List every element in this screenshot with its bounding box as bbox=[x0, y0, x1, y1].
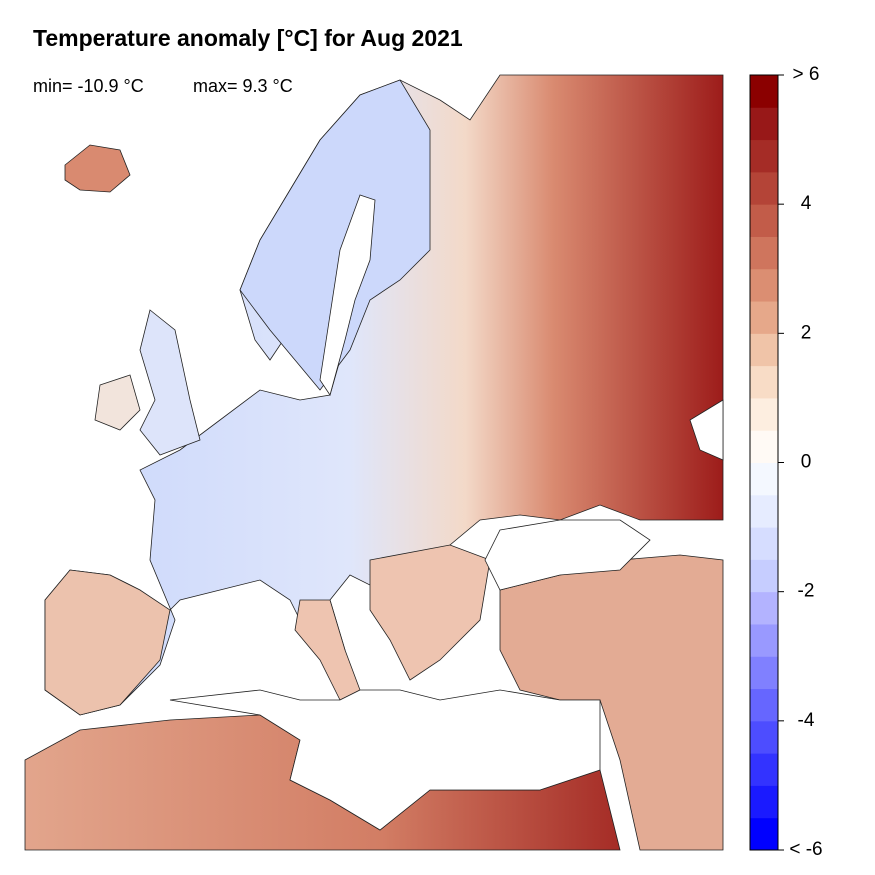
land-ireland bbox=[94, 374, 141, 431]
colorbar-tick-label: -4 bbox=[798, 710, 815, 731]
max-stat: max= 9.3 °C bbox=[193, 76, 293, 96]
colorbar-band bbox=[750, 591, 778, 625]
sea-med bbox=[169, 689, 601, 831]
min-stat: min= -10.9 °C bbox=[33, 76, 144, 96]
colorbar-band bbox=[750, 171, 778, 205]
colorbar-band bbox=[750, 494, 778, 528]
colorbar-band bbox=[750, 236, 778, 270]
colorbar-band bbox=[750, 656, 778, 690]
colorbar-tick-label: 0 bbox=[801, 452, 812, 473]
colorbar-band bbox=[750, 204, 778, 237]
colorbar-band bbox=[750, 75, 778, 108]
colorbar-band bbox=[750, 753, 778, 786]
land-scandinavia bbox=[239, 79, 431, 391]
colorbar-band bbox=[750, 817, 778, 851]
colorbar-band bbox=[750, 527, 778, 560]
colorbar-tick-label: > 6 bbox=[793, 64, 820, 85]
colorbar: > 6 4 2 0 -2 -4 < -6 bbox=[749, 64, 823, 860]
colorbar-band bbox=[750, 623, 778, 657]
colorbar-tick-label: 2 bbox=[801, 322, 812, 343]
map-title: Temperature anomaly [°C] for Aug 2021 bbox=[33, 25, 463, 51]
land-north bbox=[44, 74, 724, 716]
colorbar-band bbox=[750, 365, 778, 399]
colorbar-band bbox=[750, 139, 778, 173]
land-britain bbox=[139, 309, 201, 456]
map bbox=[24, 74, 724, 851]
sea-black bbox=[484, 519, 651, 591]
colorbar-tick-label: -2 bbox=[798, 581, 815, 602]
sea-baltic bbox=[319, 194, 376, 396]
land-iceland bbox=[64, 144, 131, 193]
colorbar-band bbox=[750, 301, 778, 334]
colorbar-band bbox=[750, 268, 778, 302]
land-iberia bbox=[44, 569, 171, 716]
colorbar-band bbox=[750, 397, 778, 431]
colorbar-band bbox=[750, 430, 778, 463]
colorbar-band bbox=[750, 107, 778, 141]
colorbar-tick-label: < -6 bbox=[789, 839, 822, 860]
colorbar-band bbox=[750, 720, 778, 754]
colorbar-band bbox=[750, 688, 778, 722]
colorbar-band bbox=[750, 559, 778, 593]
colorbar-band bbox=[750, 785, 778, 819]
colorbar-band bbox=[750, 333, 778, 367]
sea-caspian bbox=[689, 399, 724, 461]
colorbar-band bbox=[750, 462, 778, 496]
colorbar-tick-label: 4 bbox=[801, 193, 812, 214]
